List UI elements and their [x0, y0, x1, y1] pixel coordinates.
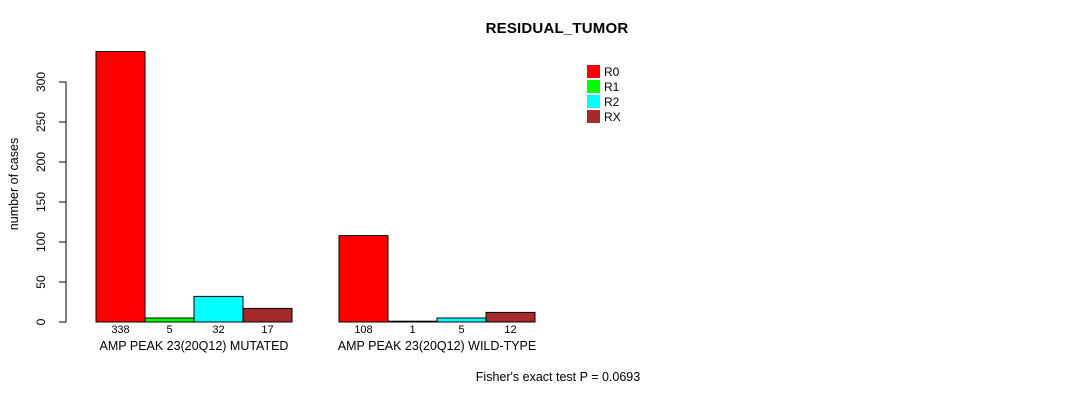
y-tick-label: 150: [34, 192, 48, 212]
bar-r0-group1: [95, 51, 146, 323]
bar-value-label: 5: [458, 324, 464, 336]
y-tick-label: 200: [34, 152, 48, 172]
bar-r2-group2: [436, 317, 487, 323]
bar-r2-group1: [193, 295, 244, 323]
bar-rx-group1: [242, 307, 293, 323]
legend-swatch-r2: [587, 95, 600, 108]
y-tick-label: 300: [34, 72, 48, 92]
legend-swatch-rx: [587, 110, 600, 123]
legend-label-r0: R0: [604, 65, 620, 79]
legend-swatch-r1: [587, 80, 600, 93]
y-tick-label: 50: [34, 275, 48, 289]
bar-r1-group1: [144, 317, 195, 323]
bar-rx-group2: [485, 311, 536, 323]
legend-label-r2: R2: [604, 95, 620, 109]
category-label: AMP PEAK 23(20Q12) WILD-TYPE: [338, 339, 536, 353]
bar-value-label: 32: [212, 324, 224, 336]
bar-value-label: 1: [409, 324, 415, 336]
legend-label-r1: R1: [604, 80, 620, 94]
bar-value-label: 108: [354, 324, 372, 336]
bar-value-label: 5: [166, 324, 172, 336]
stat-annotation: Fisher's exact test P = 0.0693: [475, 370, 641, 384]
bar-r1-group2: [387, 320, 438, 323]
bar-value-label: 338: [111, 324, 129, 336]
bar-value-label: 12: [504, 324, 516, 336]
legend-swatch-r0: [587, 65, 600, 78]
chart-title: RESIDUAL_TUMOR: [485, 20, 629, 37]
y-tick-label: 250: [34, 112, 48, 132]
y-tick-label: 0: [34, 318, 48, 325]
bar-value-label: 17: [261, 324, 273, 336]
bar-r0-group2: [338, 235, 389, 323]
legend-label-rx: RX: [604, 110, 621, 124]
category-label: AMP PEAK 23(20Q12) MUTATED: [100, 339, 289, 353]
y-tick-label: 100: [34, 232, 48, 252]
